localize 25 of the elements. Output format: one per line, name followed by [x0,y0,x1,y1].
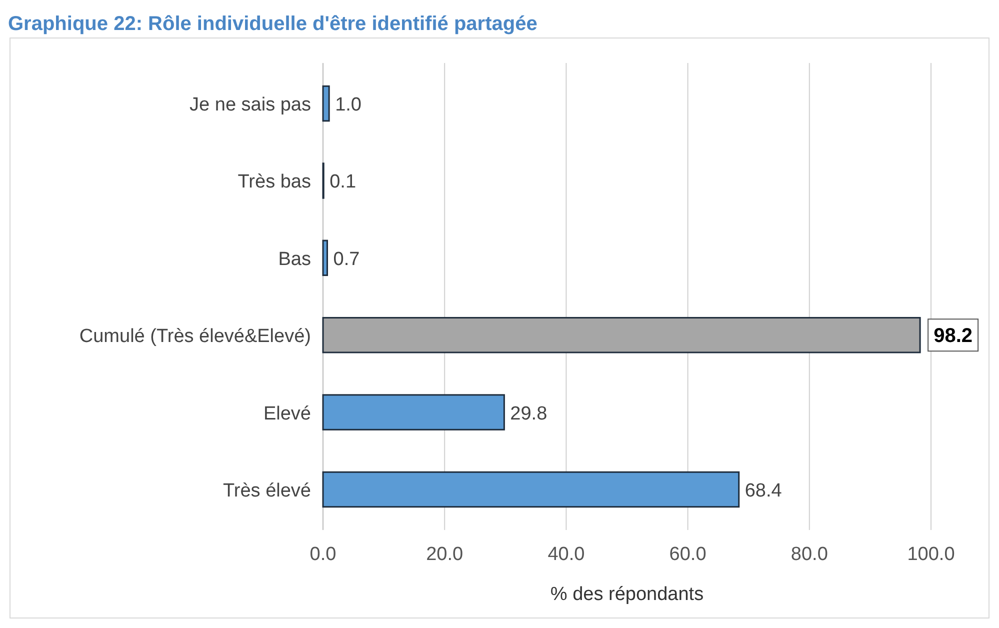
x-axis-title: % des répondants [550,584,704,605]
bar [322,471,740,508]
data-label: 98.2 [934,325,973,348]
y-tick-label: Bas [278,248,311,270]
chart-title: Graphique 22: Rôle individuelle d'être identifié partagée [8,13,538,35]
data-label: 1.0 [335,94,362,116]
bar [322,85,330,122]
y-tick-label: Cumulé (Très élevé&Elevé) [79,326,311,348]
data-label: 0.7 [333,248,360,270]
x-tick-label: 100.0 [907,544,955,565]
x-tick-label: 80.0 [790,544,828,565]
data-label: 68.4 [744,480,782,502]
x-tick-label: 0.0 [310,544,336,565]
y-tick-label: Elevé [263,403,311,424]
y-tick-label: Je ne sais pas [190,94,311,116]
data-label: 29.8 [510,403,548,424]
bar [322,316,921,354]
y-tick-label: Très élevé [223,480,311,502]
x-tick-label: 60.0 [669,544,706,565]
bar [322,240,328,276]
y-tick-label: Très bas [238,172,311,193]
x-tick-label: 40.0 [548,544,585,565]
data-label: 0.1 [330,172,356,193]
bar [322,394,505,430]
x-tick-label: 20.0 [426,544,464,565]
